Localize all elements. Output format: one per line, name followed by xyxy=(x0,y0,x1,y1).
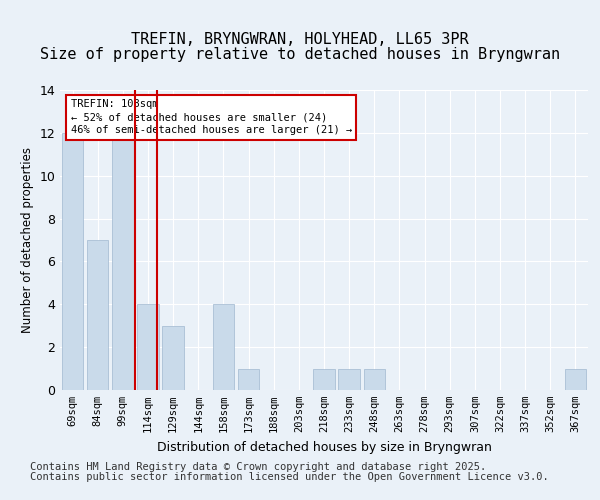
Bar xyxy=(137,304,158,390)
X-axis label: Distribution of detached houses by size in Bryngwran: Distribution of detached houses by size … xyxy=(157,440,491,454)
Bar xyxy=(213,304,234,390)
Bar xyxy=(112,133,134,390)
Text: Contains public sector information licensed under the Open Government Licence v3: Contains public sector information licen… xyxy=(30,472,549,482)
Text: TREFIN: 108sqm
← 52% of detached houses are smaller (24)
46% of semi-detached ho: TREFIN: 108sqm ← 52% of detached houses … xyxy=(71,99,352,136)
Bar xyxy=(313,368,335,390)
Bar xyxy=(87,240,109,390)
Bar xyxy=(238,368,259,390)
Bar xyxy=(163,326,184,390)
Text: TREFIN, BRYNGWRAN, HOLYHEAD, LL65 3PR: TREFIN, BRYNGWRAN, HOLYHEAD, LL65 3PR xyxy=(131,32,469,48)
Text: Contains HM Land Registry data © Crown copyright and database right 2025.: Contains HM Land Registry data © Crown c… xyxy=(30,462,486,472)
Bar xyxy=(565,368,586,390)
Text: Size of property relative to detached houses in Bryngwran: Size of property relative to detached ho… xyxy=(40,48,560,62)
Bar xyxy=(338,368,360,390)
Bar xyxy=(62,133,83,390)
Y-axis label: Number of detached properties: Number of detached properties xyxy=(21,147,34,333)
Bar xyxy=(364,368,385,390)
